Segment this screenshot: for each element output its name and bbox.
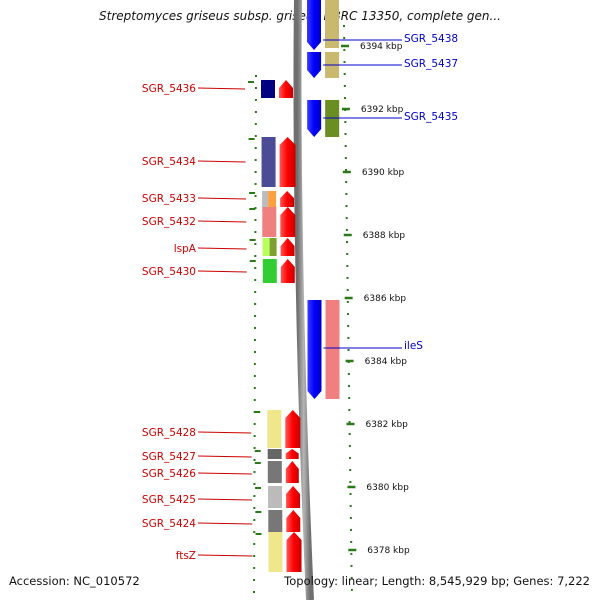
gene-label-leader	[197, 472, 252, 475]
minus-strand-genes: SGR_5436 SGR_5434 SGR_5433 SGR_5432 lspA SGR_…	[142, 80, 302, 572]
gene-label-leader	[197, 498, 253, 501]
gene-block[interactable]	[262, 238, 270, 256]
gene-arrow[interactable]	[285, 449, 299, 459]
gene-label[interactable]: SGR_5436	[142, 83, 196, 95]
ruler-tick-label: 6388 kbp	[363, 231, 406, 241]
gene-label[interactable]: SGR_5426	[142, 468, 196, 480]
ruler-tick-label: 6386 kbp	[364, 294, 407, 304]
ruler-tick-label: 6390 kbp	[362, 168, 405, 178]
gene-label-leader	[197, 431, 252, 434]
gene-arrow[interactable]	[286, 532, 302, 572]
accession-label: Accession: NC_010572	[9, 574, 140, 588]
gene-arrow[interactable]	[285, 461, 299, 483]
gene-label[interactable]: SGR_5432	[142, 216, 196, 228]
topology-label: Topology: linear; Length: 8,545,929 bp; …	[284, 574, 590, 588]
gene-arrow[interactable]	[307, 0, 321, 50]
gene-label-leader	[197, 455, 252, 458]
gene-label-leader	[197, 197, 247, 200]
gene-label[interactable]: SGR_5430	[142, 266, 196, 278]
gene-block[interactable]	[325, 300, 340, 399]
gene-label[interactable]: SGR_5428	[142, 427, 196, 439]
gene-block[interactable]	[268, 486, 283, 508]
gene-block[interactable]	[262, 259, 277, 283]
gene-block[interactable]	[261, 137, 276, 187]
ruler-tick-label: 6380 kbp	[366, 483, 409, 493]
gene-label[interactable]: ileS	[404, 340, 423, 352]
gene-arrow[interactable]	[280, 238, 295, 256]
gene-label[interactable]: SGR_5437	[404, 58, 458, 70]
gene-label-leader	[197, 270, 247, 273]
ruler-tick-label: 6392 kbp	[361, 105, 404, 115]
gene-arrow[interactable]	[279, 80, 293, 98]
gene-block[interactable]	[267, 410, 282, 448]
gene-label[interactable]: SGR_5438	[404, 33, 458, 45]
left-dotted-guide	[253, 74, 257, 600]
gene-label[interactable]: SGR_5433	[142, 193, 196, 205]
gene-arrow[interactable]	[280, 259, 295, 283]
ruler-ticks: 6394 kbp 6392 kbp 6390 kbp 6388 kbp 6386 kbp…	[341, 42, 410, 556]
gene-arrow[interactable]	[286, 486, 301, 508]
gene-block[interactable]	[268, 510, 283, 532]
gene-arrow[interactable]	[307, 52, 322, 78]
gene-label-leader	[197, 522, 253, 525]
gene-block[interactable]	[262, 191, 269, 207]
gene-arrow[interactable]	[307, 100, 322, 137]
ruler-tick-label: 6382 kbp	[365, 420, 408, 430]
gene-arrow[interactable]	[280, 207, 296, 237]
gene-block[interactable]	[325, 0, 339, 48]
gene-block[interactable]	[268, 532, 283, 572]
gene-label-leader	[197, 87, 246, 90]
gene-label[interactable]: SGR_5435	[404, 111, 458, 123]
gene-arrow[interactable]	[307, 300, 322, 399]
gene-label-leader	[197, 160, 246, 163]
gene-block[interactable]	[268, 191, 277, 207]
gene-block[interactable]	[267, 461, 282, 483]
gene-arrow[interactable]	[279, 137, 296, 187]
gene-arrow[interactable]	[280, 191, 295, 207]
gene-label[interactable]: lspA	[174, 243, 197, 255]
sequence-backbone	[293, 0, 314, 600]
gene-block[interactable]	[261, 80, 275, 98]
plus-strand-genes: SGR_5438 SGR_5437 SGR_5435 ileS	[307, 0, 458, 399]
gene-block[interactable]	[267, 449, 282, 459]
gene-label-leader	[197, 247, 247, 250]
ruler-dotted-guide	[343, 24, 353, 600]
gene-label-leader	[197, 220, 247, 223]
gene-label[interactable]: SGR_5434	[142, 156, 196, 168]
ruler-tick-label: 6384 kbp	[365, 357, 408, 367]
gene-label[interactable]: SGR_5425	[142, 494, 196, 506]
gene-arrow[interactable]	[285, 410, 301, 448]
gene-label[interactable]: ftsZ	[176, 550, 196, 562]
ruler-tick-label: 6394 kbp	[360, 42, 403, 52]
ruler-tick-label: 6378 kbp	[367, 546, 410, 556]
gene-block[interactable]	[269, 238, 277, 256]
gene-label[interactable]: SGR_5427	[142, 451, 196, 463]
gene-label-leader	[197, 554, 253, 557]
gene-block[interactable]	[262, 207, 277, 237]
gene-arrow[interactable]	[286, 510, 301, 532]
gene-label[interactable]: SGR_5424	[142, 518, 196, 530]
